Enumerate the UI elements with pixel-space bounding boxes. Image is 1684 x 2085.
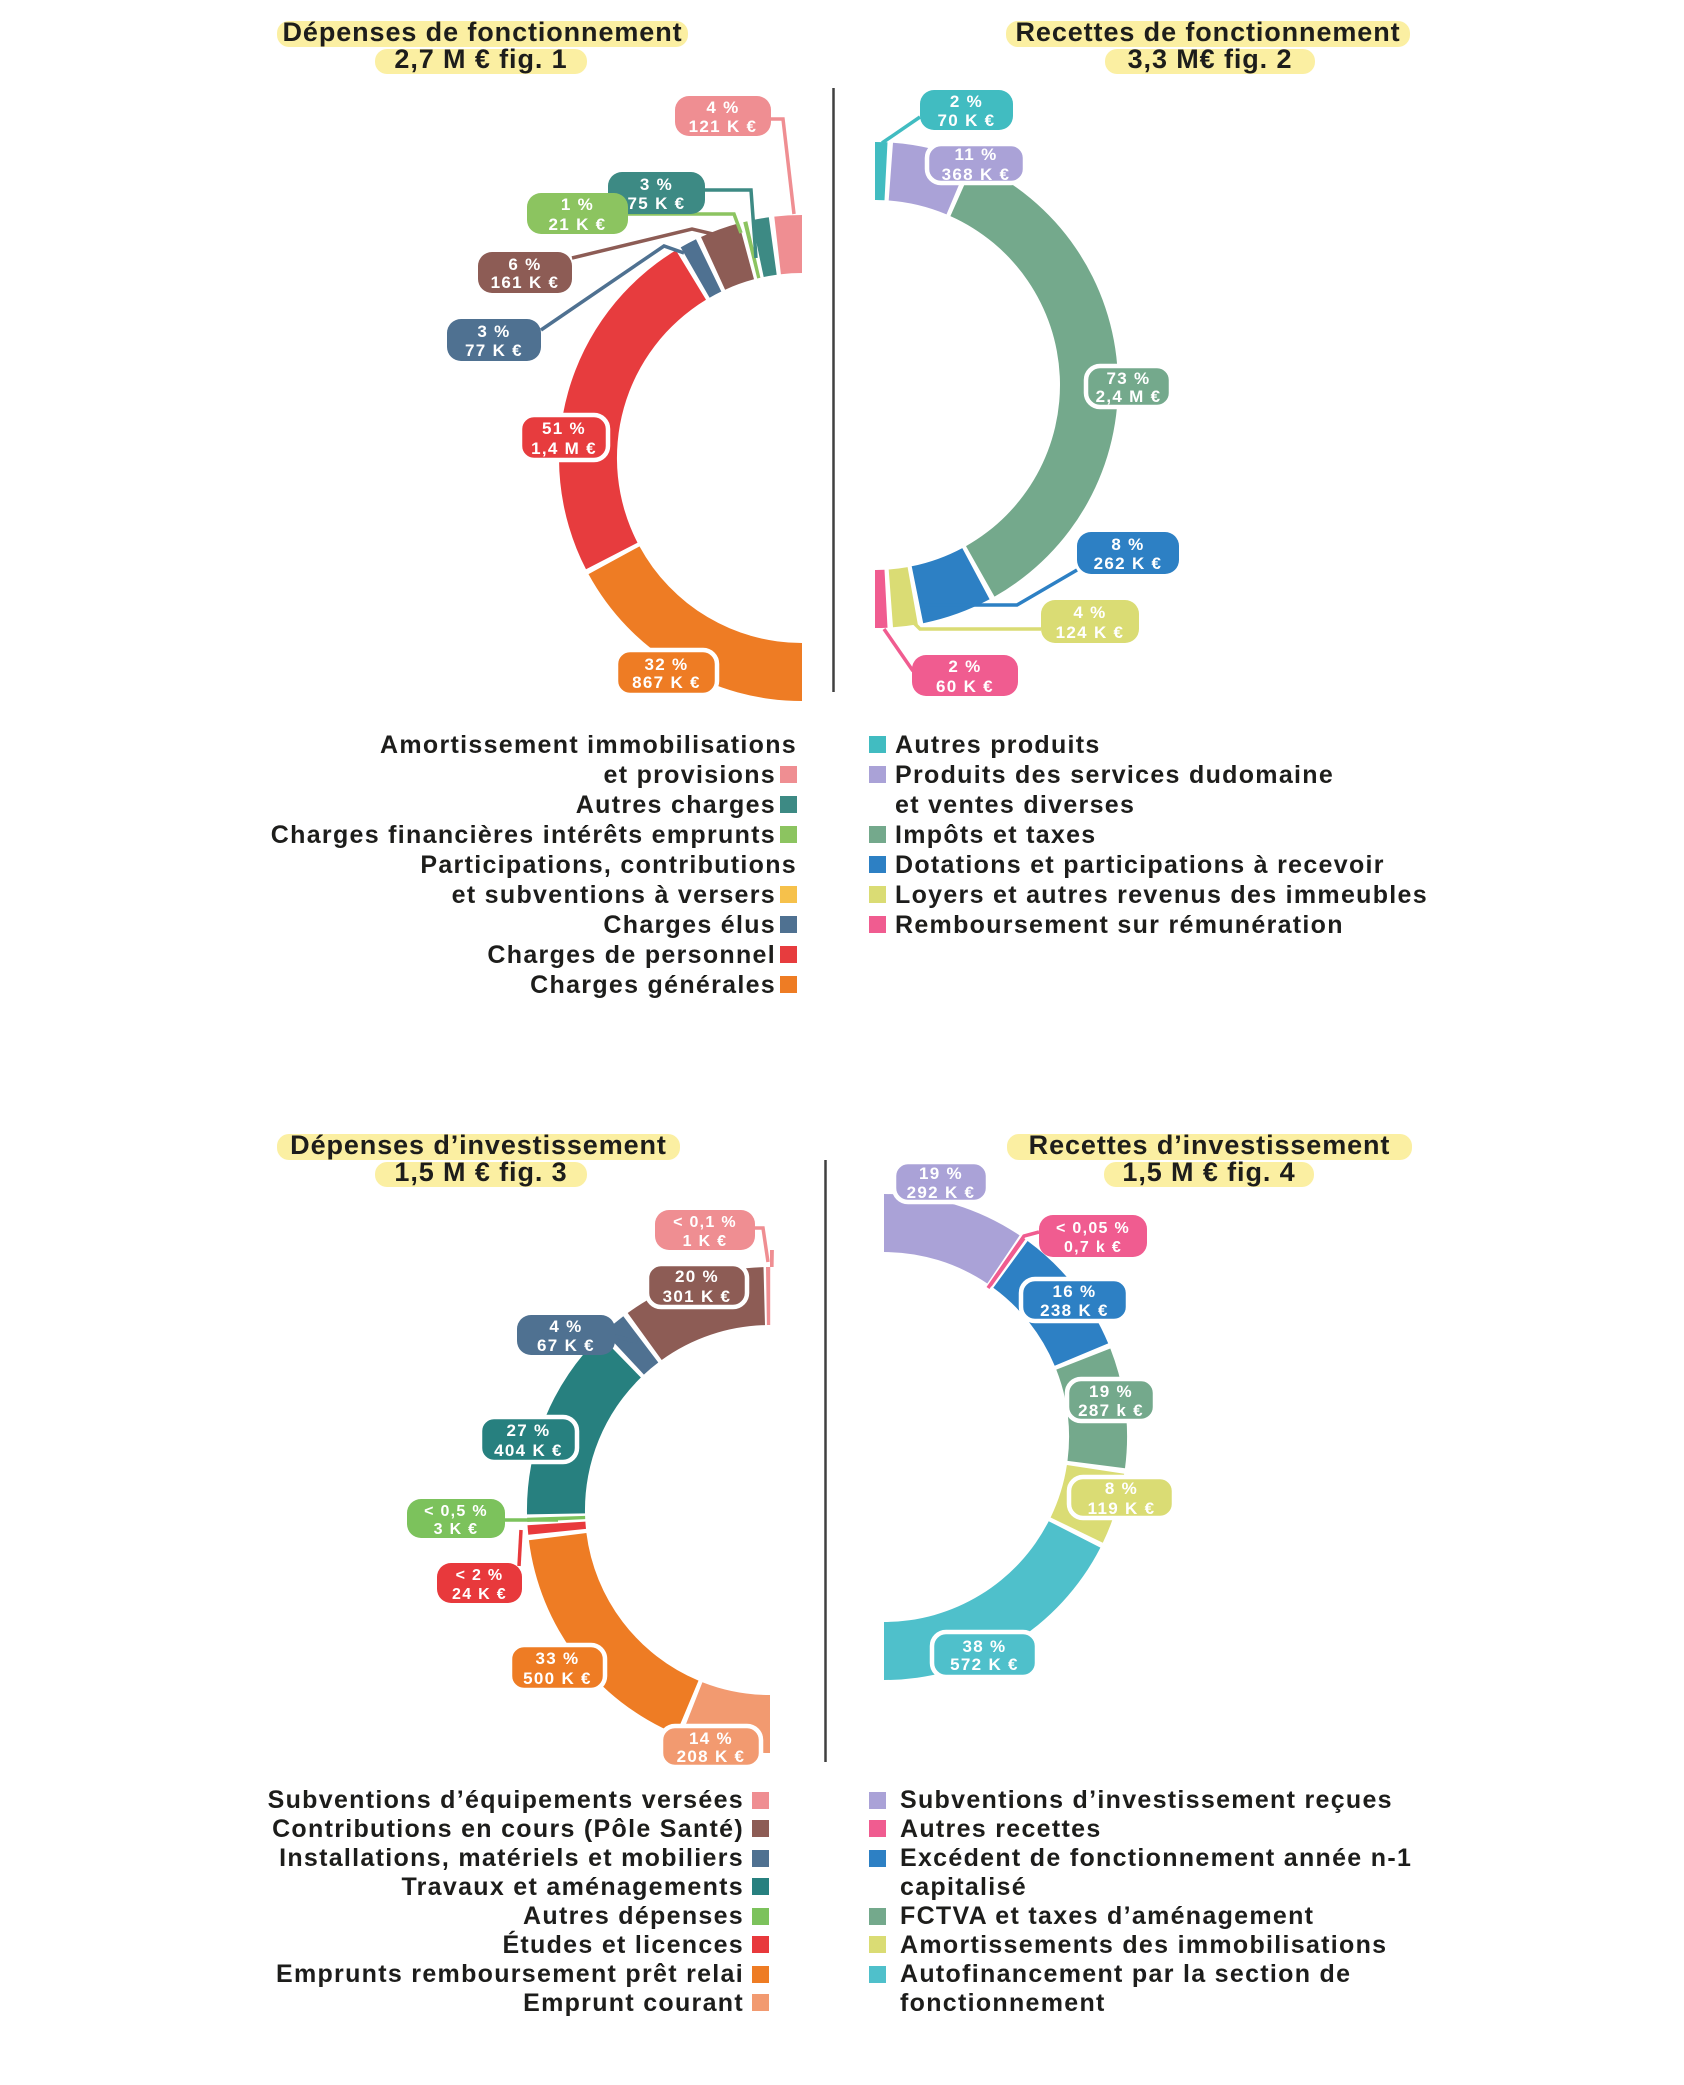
- svg-text:Autres produits: Autres produits: [895, 731, 1101, 759]
- svg-text:572 K €: 572 K €: [950, 1655, 1019, 1674]
- svg-text:4 %: 4 %: [549, 1317, 582, 1336]
- svg-text:2,4 M €: 2,4 M €: [1096, 387, 1162, 406]
- svg-text:Amortissement immobilisations: Amortissement immobilisations: [380, 731, 797, 759]
- svg-text:32 %: 32 %: [645, 655, 689, 674]
- svg-text:Amortissements des immobilisat: Amortissements des immobilisations: [900, 1931, 1387, 1959]
- svg-text:24 K €: 24 K €: [452, 1586, 507, 1603]
- svg-text:404 K €: 404 K €: [494, 1441, 563, 1460]
- svg-text:67 K €: 67 K €: [537, 1336, 595, 1355]
- svg-text:Charges générales: Charges générales: [530, 971, 776, 999]
- svg-text:et provisions: et provisions: [604, 761, 777, 789]
- svg-text:Autres dépenses: Autres dépenses: [523, 1902, 744, 1930]
- svg-text:8 %: 8 %: [1111, 535, 1144, 554]
- svg-text:Charges de personnel: Charges de personnel: [487, 941, 776, 969]
- svg-text:287 k €: 287 k €: [1078, 1401, 1144, 1420]
- svg-text:Impôts et taxes: Impôts et taxes: [895, 821, 1097, 849]
- svg-text:301 K €: 301 K €: [663, 1287, 732, 1306]
- svg-text:75 K €: 75 K €: [628, 194, 686, 213]
- svg-text:Recettes de fonctionnement: Recettes de fonctionnement: [1016, 17, 1401, 47]
- svg-text:20 %: 20 %: [675, 1267, 719, 1286]
- svg-text:Autres charges: Autres charges: [576, 791, 776, 819]
- svg-text:Loyers et autres revenus des i: Loyers et autres revenus des immeubles: [895, 881, 1428, 909]
- svg-text:Participations, contributions: Participations, contributions: [420, 851, 797, 879]
- svg-text:Emprunts remboursement prêt re: Emprunts remboursement prêt relai: [276, 1960, 744, 1988]
- svg-text:19 %: 19 %: [919, 1164, 963, 1183]
- svg-text:1 %: 1 %: [561, 195, 594, 214]
- svg-text:< 2 %: < 2 %: [456, 1567, 504, 1584]
- svg-text:Remboursement sur rémunération: Remboursement sur rémunération: [895, 911, 1344, 939]
- svg-text:73 %: 73 %: [1107, 369, 1151, 388]
- svg-text:16 %: 16 %: [1053, 1282, 1097, 1301]
- svg-text:Travaux et aménagements: Travaux et aménagements: [401, 1873, 744, 1901]
- svg-text:11 %: 11 %: [954, 145, 997, 164]
- svg-text:8 %: 8 %: [1105, 1479, 1138, 1498]
- svg-text:4 %: 4 %: [706, 98, 739, 117]
- svg-text:1,4 M €: 1,4 M €: [531, 439, 597, 458]
- svg-text:3,3 M€ fig. 2: 3,3 M€ fig. 2: [1128, 44, 1293, 74]
- svg-text:Dépenses de fonctionnement: Dépenses de fonctionnement: [283, 17, 683, 47]
- svg-text:Excédent de fonctionnement ann: Excédent de fonctionnement année n-1: [900, 1844, 1412, 1872]
- svg-text:et ventes diverses: et ventes diverses: [895, 791, 1135, 819]
- svg-text:Charges financières intérêts e: Charges financières intérêts emprunts: [271, 821, 776, 849]
- svg-text:Autofinancement par la section: Autofinancement par la section de: [900, 1960, 1351, 1988]
- svg-text:Charges élus: Charges élus: [603, 911, 776, 939]
- svg-text:4 %: 4 %: [1073, 603, 1106, 622]
- svg-text:51 %: 51 %: [542, 419, 586, 438]
- svg-text:capitalisé: capitalisé: [900, 1873, 1027, 1901]
- svg-text:Autres recettes: Autres recettes: [900, 1815, 1102, 1843]
- svg-text:Contributions en cours (Pôle S: Contributions en cours (Pôle Santé): [272, 1815, 744, 1843]
- svg-text:77 K €: 77 K €: [465, 341, 523, 360]
- svg-text:Produits des services dudomain: Produits des services dudomaine: [895, 761, 1334, 789]
- svg-text:fonctionnement: fonctionnement: [900, 1989, 1106, 2017]
- svg-text:21 K €: 21 K €: [549, 215, 607, 234]
- svg-text:Subventions d’investissement r: Subventions d’investissement reçues: [900, 1786, 1393, 1814]
- svg-text:1,5 M € fig. 4: 1,5 M € fig. 4: [1122, 1157, 1295, 1187]
- svg-text:Études et licences: Études et licences: [502, 1930, 744, 1959]
- svg-text:1,5 M € fig. 3: 1,5 M € fig. 3: [394, 1157, 567, 1187]
- svg-text:60 K €: 60 K €: [936, 677, 994, 696]
- svg-text:6 %: 6 %: [508, 255, 541, 274]
- svg-text:27 %: 27 %: [507, 1421, 551, 1440]
- svg-text:Installations, matériels et mo: Installations, matériels et mobiliers: [279, 1844, 744, 1872]
- svg-text:Emprunt courant: Emprunt courant: [523, 1989, 744, 2017]
- svg-text:2 %: 2 %: [948, 657, 981, 676]
- svg-text:292 K €: 292 K €: [907, 1183, 976, 1202]
- svg-text:124 K €: 124 K €: [1056, 623, 1125, 642]
- svg-text:33 %: 33 %: [536, 1649, 580, 1668]
- svg-text:Recettes d’investissement: Recettes d’investissement: [1029, 1130, 1391, 1160]
- svg-text:19 %: 19 %: [1089, 1382, 1133, 1401]
- svg-text:14 %: 14 %: [689, 1729, 733, 1748]
- svg-text:Dotations et participations à: Dotations et participations à recevoir: [895, 851, 1385, 879]
- svg-text:208 K €: 208 K €: [677, 1747, 746, 1766]
- svg-text:368 K €: 368 K €: [942, 165, 1011, 184]
- svg-text:3 %: 3 %: [477, 322, 510, 341]
- svg-text:Subventions d’équipements vers: Subventions d’équipements versées: [268, 1786, 744, 1814]
- svg-text:262 K €: 262 K €: [1094, 554, 1163, 573]
- svg-text:3 %: 3 %: [640, 175, 673, 194]
- svg-text:2,7 M € fig. 1: 2,7 M € fig. 1: [394, 44, 567, 74]
- svg-text:500 K €: 500 K €: [523, 1669, 592, 1688]
- svg-text:119 K €: 119 K €: [1088, 1499, 1156, 1518]
- svg-text:1 K €: 1 K €: [683, 1233, 728, 1250]
- svg-text:0,7 k €: 0,7 k €: [1064, 1239, 1122, 1256]
- svg-text:867 K €: 867 K €: [632, 673, 701, 692]
- svg-text:< 0,1 %: < 0,1 %: [673, 1214, 737, 1231]
- svg-text:121 K €: 121 K €: [689, 117, 758, 136]
- svg-text:< 0,05 %: < 0,05 %: [1056, 1220, 1130, 1237]
- svg-text:3 K €: 3 K €: [434, 1521, 479, 1538]
- svg-text:161 K €: 161 K €: [491, 273, 560, 292]
- svg-text:70 K €: 70 K €: [938, 111, 996, 130]
- svg-text:et subventions à versers: et subventions à versers: [452, 881, 776, 909]
- svg-text:238 K €: 238 K €: [1040, 1301, 1109, 1320]
- svg-text:< 0,5 %: < 0,5 %: [424, 1503, 488, 1520]
- svg-text:Dépenses d’investissement: Dépenses d’investissement: [290, 1130, 667, 1160]
- svg-text:2 %: 2 %: [950, 92, 983, 111]
- svg-text:FCTVA et taxes d’aménagement: FCTVA et taxes d’aménagement: [900, 1902, 1314, 1930]
- svg-text:38 %: 38 %: [963, 1637, 1007, 1656]
